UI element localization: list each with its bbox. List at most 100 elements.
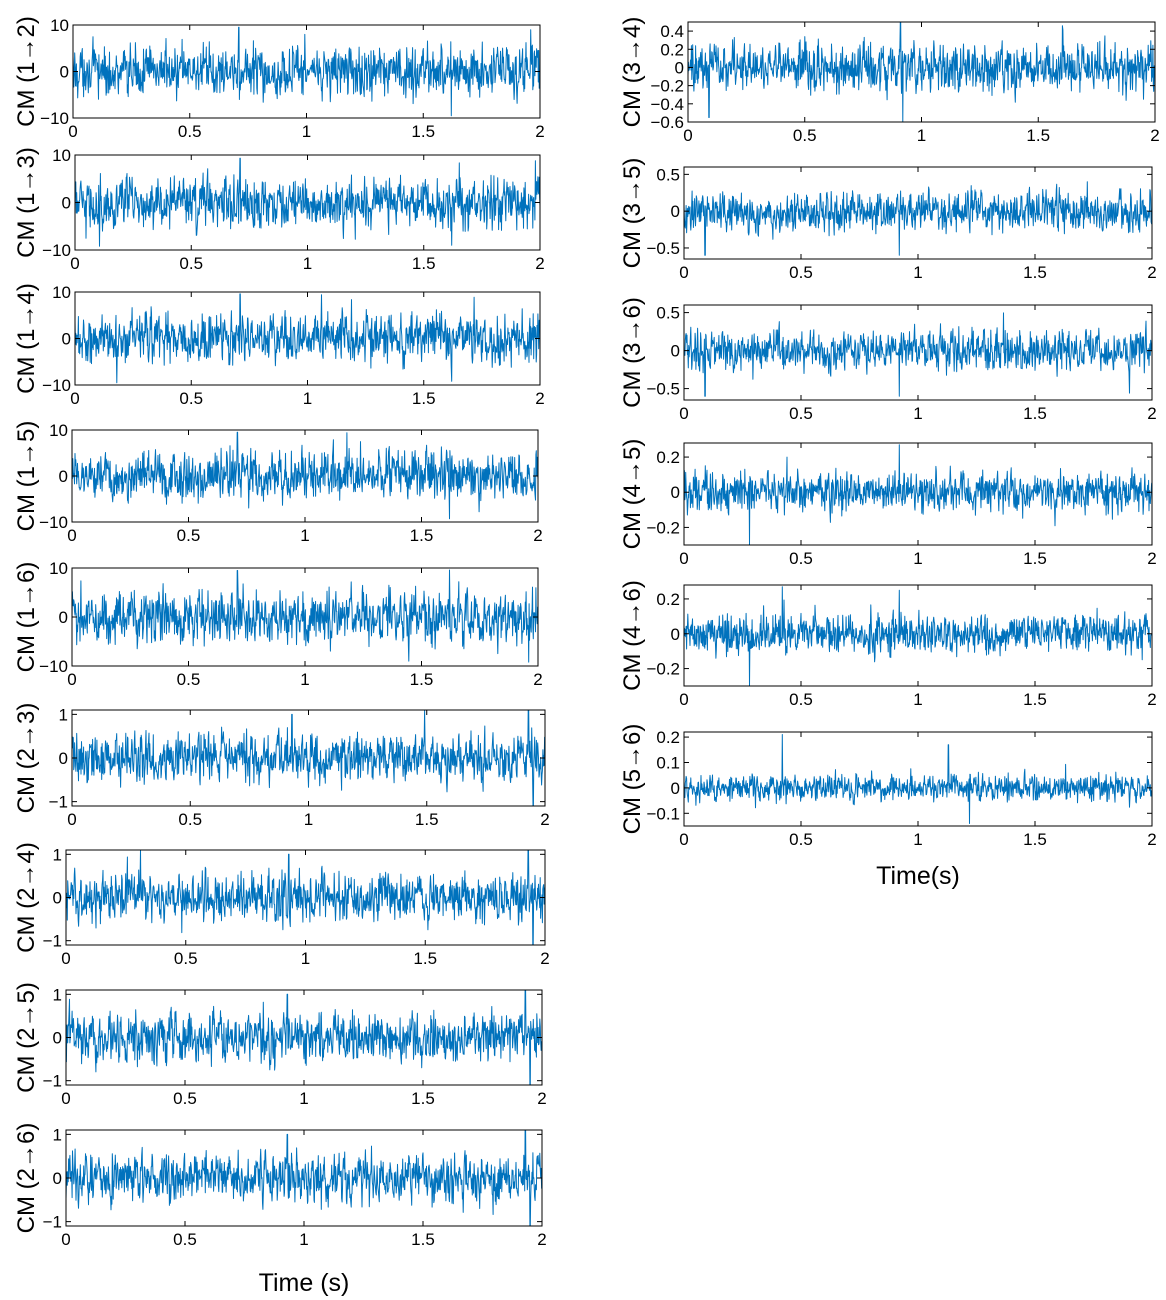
- y-axis-label: CM (4→6): [619, 580, 646, 691]
- x-tick-label: 0: [679, 690, 688, 709]
- x-tick-label: 0: [683, 126, 692, 145]
- x-tick-label: 1: [913, 690, 922, 709]
- x-tick-label: 0.5: [178, 810, 202, 829]
- x-tick-label: 1.5: [1023, 263, 1047, 282]
- signal-line: [72, 26, 541, 117]
- x-tick-label: 0.5: [789, 404, 813, 423]
- x-tick-label: 2: [535, 254, 544, 273]
- x-tick-label: 1: [301, 949, 310, 968]
- x-tick-label: 0: [679, 263, 688, 282]
- x-tick-label: 1: [300, 670, 309, 689]
- y-tick-label: 0: [53, 1169, 62, 1188]
- y-tick-label: 0.5: [656, 304, 680, 323]
- signal-line: [71, 431, 539, 520]
- y-tick-label: 1: [53, 985, 62, 1004]
- subplot: 0 0.5 1 1.5 2 0.5 0 −0.5CM (3→6): [619, 297, 1157, 423]
- signal-line: [687, 21, 1156, 123]
- x-tick-label: 2: [533, 526, 542, 545]
- x-tick-label: 1.5: [413, 949, 437, 968]
- right-column-x-axis-label: Time(s): [876, 862, 960, 890]
- y-tick-label: −10: [40, 109, 69, 128]
- y-tick-label: −10: [42, 376, 71, 395]
- y-tick-label: 0: [671, 779, 680, 798]
- y-tick-label: 1: [53, 845, 62, 864]
- x-tick-label: 0: [70, 254, 79, 273]
- x-tick-label: 1.5: [1023, 404, 1047, 423]
- subplot: 0 0.5 1 1.5 210−1CM (2→6): [13, 1123, 547, 1249]
- y-tick-label: 0: [59, 608, 68, 627]
- y-tick-label: −0.5: [646, 380, 680, 399]
- y-tick-label: 1: [53, 1125, 62, 1144]
- y-tick-label: −0.5: [646, 239, 680, 258]
- y-tick-label: 0.2: [656, 728, 680, 747]
- x-tick-label: 0: [67, 670, 76, 689]
- x-tick-label: 1.5: [412, 254, 436, 273]
- y-tick-label: −1: [43, 1072, 62, 1091]
- x-tick-label: 0.5: [178, 122, 202, 141]
- x-tick-label: 2: [537, 1089, 546, 1108]
- y-tick-label: −1: [43, 932, 62, 951]
- y-tick-label: −10: [42, 241, 71, 260]
- x-tick-label: 0: [67, 526, 76, 545]
- y-tick-label: 0: [59, 467, 68, 486]
- y-tick-label: 10: [49, 559, 68, 578]
- x-tick-label: 1: [303, 254, 312, 273]
- y-tick-label: 0.5: [656, 165, 680, 184]
- x-tick-label: 0.5: [179, 254, 203, 273]
- x-tick-label: 0.5: [177, 670, 201, 689]
- signal-line: [74, 293, 541, 384]
- x-tick-label: 1.5: [1023, 830, 1047, 849]
- x-tick-label: 2: [1147, 549, 1156, 568]
- signal-line: [683, 586, 1153, 687]
- x-tick-label: 1.5: [412, 389, 436, 408]
- y-axis-label: CM (3→6): [619, 297, 646, 408]
- y-axis-label: CM (1→3): [13, 147, 40, 258]
- subplot: 0 0.5 1 1.5 20.40.20−0.2−0.4−0.6CM (3→4): [619, 17, 1160, 145]
- signal-line: [74, 157, 541, 247]
- x-tick-label: 0.5: [789, 263, 813, 282]
- x-tick-label: 0: [679, 404, 688, 423]
- x-tick-label: 0.5: [174, 949, 198, 968]
- y-axis-label: CM (3→5): [619, 158, 646, 269]
- signal-line: [65, 849, 546, 946]
- x-tick-label: 1: [299, 1230, 308, 1249]
- signal-line: [683, 734, 1153, 824]
- y-tick-label: 0.4: [660, 22, 684, 41]
- y-tick-label: 0.2: [660, 40, 684, 59]
- x-tick-label: 1: [913, 830, 922, 849]
- y-tick-label: 0: [671, 625, 680, 644]
- y-tick-label: −1: [43, 1213, 62, 1232]
- y-tick-label: 0: [675, 58, 684, 77]
- y-tick-label: 0.1: [656, 753, 680, 772]
- x-tick-label: 1: [303, 389, 312, 408]
- x-tick-label: 0.5: [177, 526, 201, 545]
- x-tick-label: 0: [61, 949, 70, 968]
- y-tick-label: 10: [50, 16, 69, 35]
- y-tick-label: −0.1: [646, 804, 680, 823]
- y-axis-label: CM (3→4): [619, 17, 646, 128]
- x-tick-label: 0.5: [789, 549, 813, 568]
- x-tick-label: 0.5: [793, 126, 817, 145]
- x-tick-label: 0: [61, 1089, 70, 1108]
- y-tick-label: 0: [53, 1029, 62, 1048]
- x-tick-label: 1: [917, 126, 926, 145]
- y-tick-label: 0: [671, 483, 680, 502]
- y-tick-label: 0: [671, 202, 680, 221]
- x-tick-label: 2: [537, 1230, 546, 1249]
- x-tick-label: 0: [70, 389, 79, 408]
- x-tick-label: 1: [299, 1089, 308, 1108]
- x-tick-label: 2: [1147, 404, 1156, 423]
- y-tick-label: 1: [59, 705, 68, 724]
- y-axis-label: CM (1→4): [13, 283, 40, 394]
- signal-line: [71, 569, 539, 663]
- x-tick-label: 2: [535, 122, 544, 141]
- signal-line: [65, 1129, 543, 1227]
- y-axis-label: CM (1→5): [13, 421, 40, 532]
- y-tick-label: −10: [39, 513, 68, 532]
- y-axis-label: CM (1→2): [13, 16, 40, 127]
